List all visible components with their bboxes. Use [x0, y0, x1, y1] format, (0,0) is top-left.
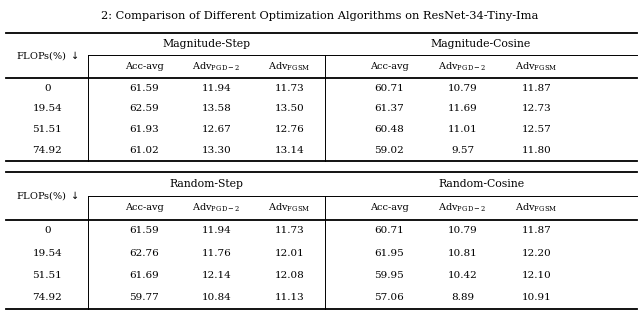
Text: Adv$_{\mathregular{PGD-2}}$: Adv$_{\mathregular{PGD-2}}$: [438, 60, 487, 73]
Text: 11.87: 11.87: [522, 83, 551, 93]
Text: 13.50: 13.50: [275, 104, 304, 113]
Text: 11.94: 11.94: [202, 226, 231, 235]
Text: 19.54: 19.54: [33, 249, 62, 258]
Text: 10.42: 10.42: [448, 271, 477, 280]
Text: Acc-avg: Acc-avg: [370, 203, 408, 212]
Text: 51.51: 51.51: [33, 271, 62, 280]
Text: 60.71: 60.71: [374, 83, 404, 93]
Text: 12.76: 12.76: [275, 125, 304, 134]
Text: 10.79: 10.79: [448, 83, 477, 93]
Text: 12.67: 12.67: [202, 125, 231, 134]
Text: 60.71: 60.71: [374, 226, 404, 235]
Text: 61.93: 61.93: [129, 125, 159, 134]
Text: 11.73: 11.73: [275, 226, 304, 235]
Text: 19.54: 19.54: [33, 104, 62, 113]
Text: 61.37: 61.37: [374, 104, 404, 113]
Text: FLOPs(%) $\downarrow$: FLOPs(%) $\downarrow$: [16, 189, 79, 202]
Text: 57.06: 57.06: [374, 293, 404, 302]
Text: Adv$_{\mathregular{PGD-2}}$: Adv$_{\mathregular{PGD-2}}$: [438, 201, 487, 214]
Text: Adv$_{\mathregular{FGSM}}$: Adv$_{\mathregular{FGSM}}$: [515, 201, 557, 214]
Text: 61.59: 61.59: [129, 226, 159, 235]
Text: 12.08: 12.08: [275, 271, 304, 280]
Text: Acc-avg: Acc-avg: [125, 203, 163, 212]
Text: 11.01: 11.01: [448, 125, 477, 134]
Text: 61.02: 61.02: [129, 146, 159, 155]
Text: 12.73: 12.73: [522, 104, 551, 113]
Text: FLOPs(%) $\downarrow$: FLOPs(%) $\downarrow$: [16, 49, 79, 62]
Text: 12.01: 12.01: [275, 249, 304, 258]
Text: Adv$_{\mathregular{FGSM}}$: Adv$_{\mathregular{FGSM}}$: [268, 201, 310, 214]
Text: 10.84: 10.84: [202, 293, 231, 302]
Text: 74.92: 74.92: [33, 146, 62, 155]
Text: 11.87: 11.87: [522, 226, 551, 235]
Text: Random-Step: Random-Step: [170, 179, 244, 189]
Text: 13.30: 13.30: [202, 146, 231, 155]
Text: 62.76: 62.76: [129, 249, 159, 258]
Text: 59.95: 59.95: [374, 271, 404, 280]
Text: 51.51: 51.51: [33, 125, 62, 134]
Text: 0: 0: [44, 226, 51, 235]
Text: 10.91: 10.91: [522, 293, 551, 302]
Text: 13.14: 13.14: [275, 146, 304, 155]
Text: 11.76: 11.76: [202, 249, 231, 258]
Text: 11.80: 11.80: [522, 146, 551, 155]
Text: 12.57: 12.57: [522, 125, 551, 134]
Text: 11.73: 11.73: [275, 83, 304, 93]
Text: 12.10: 12.10: [522, 271, 551, 280]
Text: 0: 0: [44, 83, 51, 93]
Text: 10.81: 10.81: [448, 249, 477, 258]
Text: Magnitude-Cosine: Magnitude-Cosine: [431, 39, 531, 49]
Text: 62.59: 62.59: [129, 104, 159, 113]
Text: 10.79: 10.79: [448, 226, 477, 235]
Text: 59.02: 59.02: [374, 146, 404, 155]
Text: Adv$_{\mathregular{FGSM}}$: Adv$_{\mathregular{FGSM}}$: [515, 60, 557, 73]
Text: Random-Cosine: Random-Cosine: [438, 179, 524, 189]
Text: 59.77: 59.77: [129, 293, 159, 302]
Text: 11.69: 11.69: [448, 104, 477, 113]
Text: 74.92: 74.92: [33, 293, 62, 302]
Text: 61.69: 61.69: [129, 271, 159, 280]
Text: Adv$_{\mathregular{PGD-2}}$: Adv$_{\mathregular{PGD-2}}$: [192, 60, 241, 73]
Text: 12.14: 12.14: [202, 271, 231, 280]
Text: Acc-avg: Acc-avg: [125, 62, 163, 71]
Text: 61.59: 61.59: [129, 83, 159, 93]
Text: Magnitude-Step: Magnitude-Step: [163, 39, 251, 49]
Text: Adv$_{\mathregular{FGSM}}$: Adv$_{\mathregular{FGSM}}$: [268, 60, 310, 73]
Text: 8.89: 8.89: [451, 293, 474, 302]
Text: 12.20: 12.20: [522, 249, 551, 258]
Text: 2: Comparison of Different Optimization Algorithms on ResNet-34-Tiny-Ima: 2: Comparison of Different Optimization …: [101, 11, 539, 21]
Text: 60.48: 60.48: [374, 125, 404, 134]
Text: Acc-avg: Acc-avg: [370, 62, 408, 71]
Text: 61.95: 61.95: [374, 249, 404, 258]
Text: Adv$_{\mathregular{PGD-2}}$: Adv$_{\mathregular{PGD-2}}$: [192, 201, 241, 214]
Text: 9.57: 9.57: [451, 146, 474, 155]
Text: 11.94: 11.94: [202, 83, 231, 93]
Text: 13.58: 13.58: [202, 104, 231, 113]
Text: 11.13: 11.13: [275, 293, 304, 302]
